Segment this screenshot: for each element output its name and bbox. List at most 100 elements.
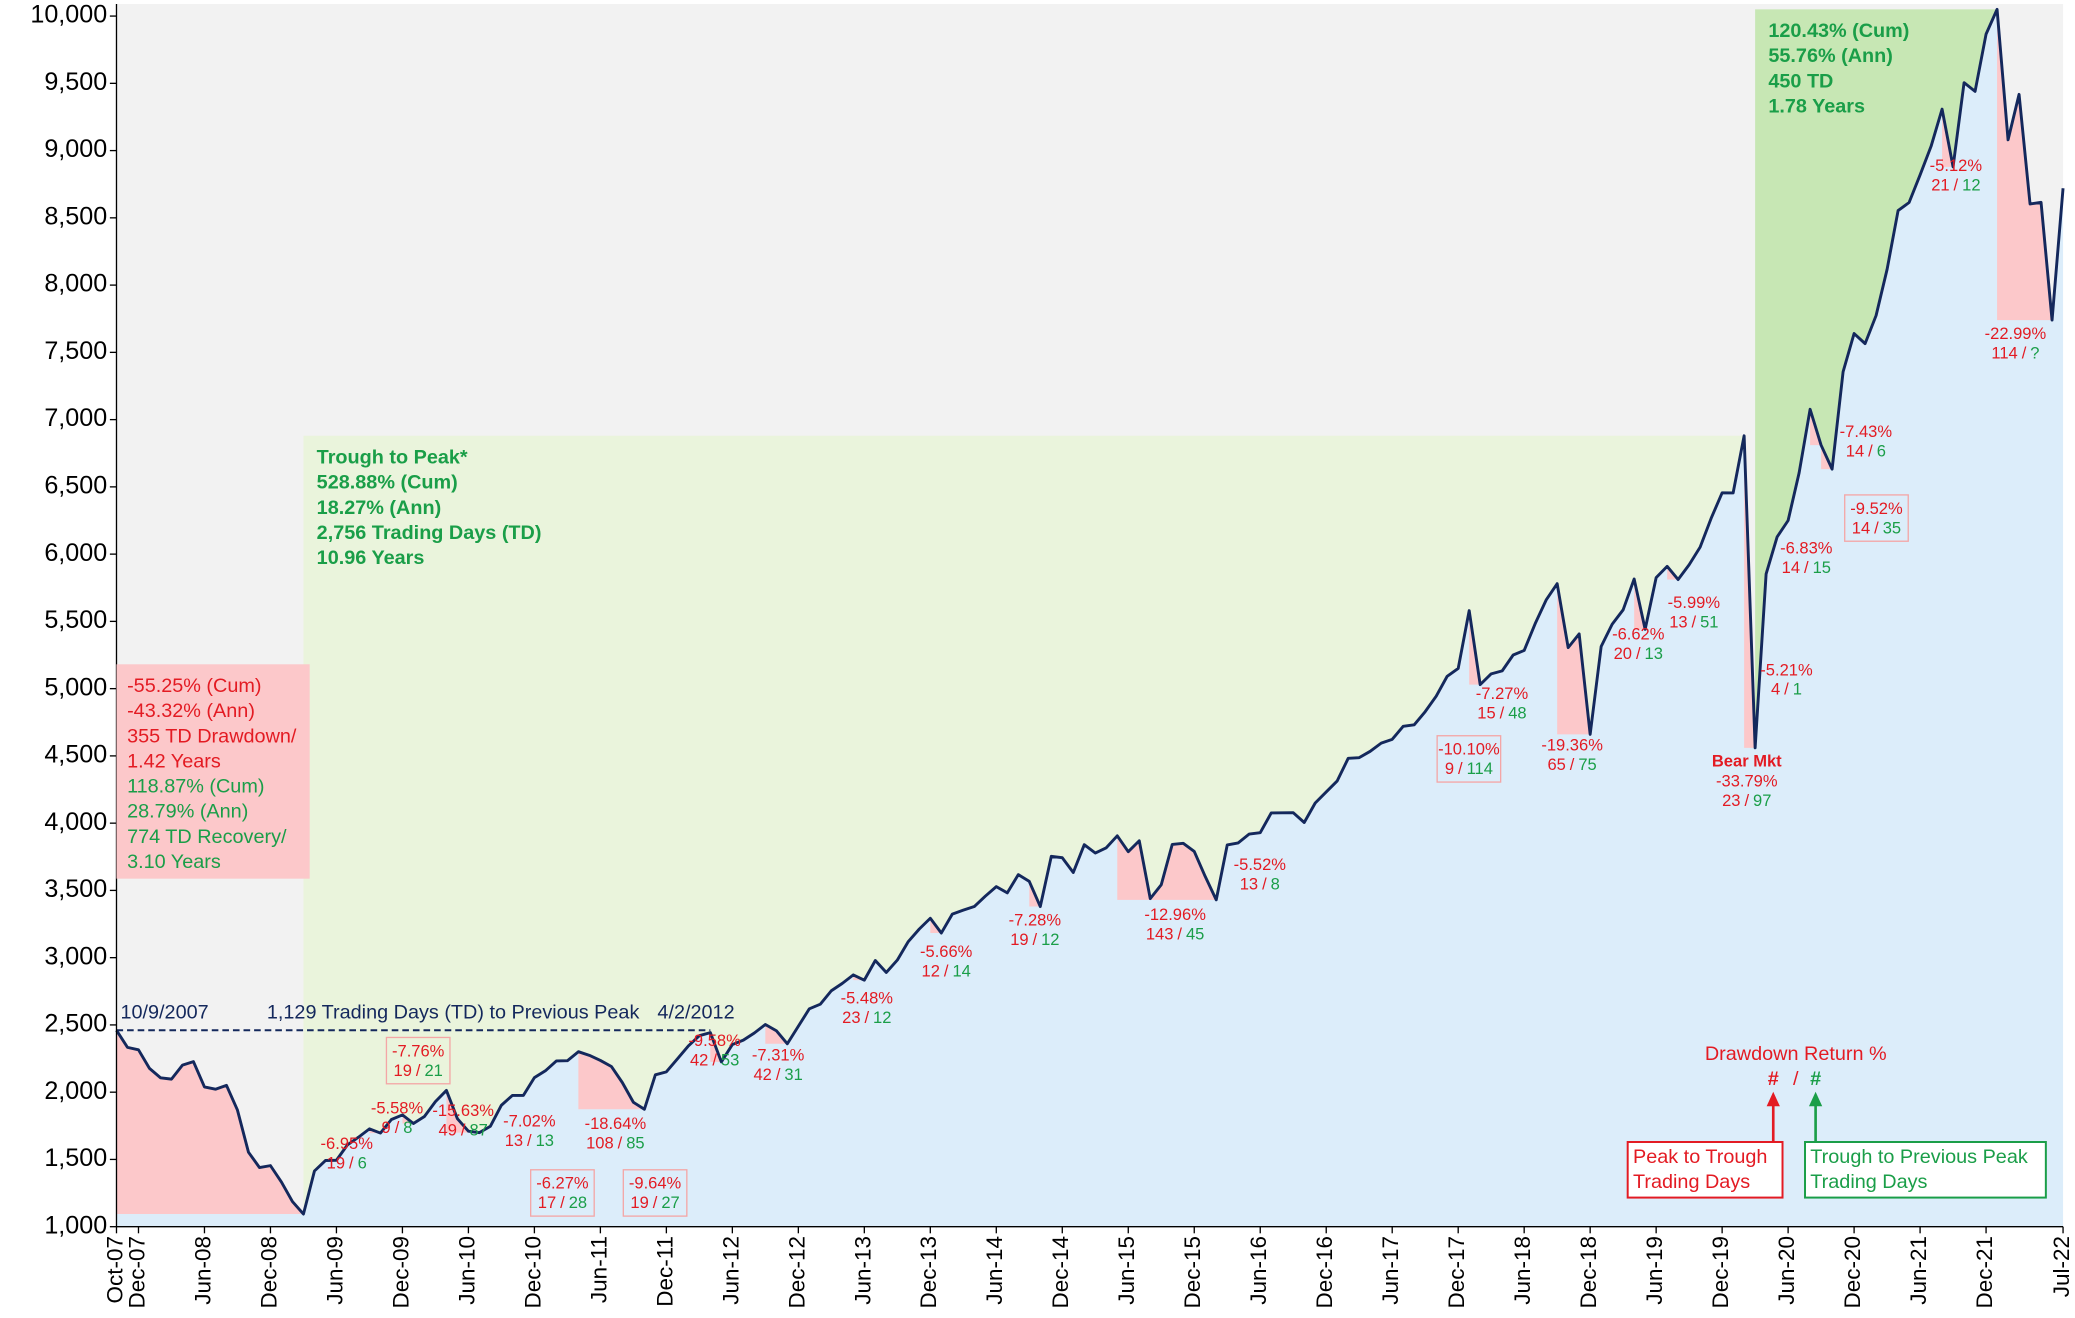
x-tick-label: Dec-17 xyxy=(1444,1236,1469,1308)
y-tick-label: 5,500 xyxy=(44,606,107,634)
days-separator: / xyxy=(349,1154,354,1173)
y-tick-label: 2,500 xyxy=(44,1010,107,1038)
days-separator: / xyxy=(1636,644,1641,663)
trough-to-peak-days: 75 xyxy=(1578,756,1596,775)
peak-to-trough-days: 114 xyxy=(1991,344,2017,363)
drawdown-days: 13/13 xyxy=(505,1131,554,1150)
days-separator: / xyxy=(1500,704,1505,723)
trough-to-peak-days: 12 xyxy=(1962,176,1980,195)
peak-to-trough-days: 19 xyxy=(394,1061,412,1080)
legend-separator: / xyxy=(1793,1068,1799,1090)
drawdown-fill xyxy=(446,1090,480,1133)
peak-to-trough-days: 23 xyxy=(1722,791,1740,810)
drawdown-box xyxy=(385,1036,451,1085)
peak-to-trough-days: 15 xyxy=(1477,704,1495,723)
trough-to-peak-days: 97 xyxy=(1753,791,1771,810)
days-separator: / xyxy=(1744,791,1749,810)
y-tick-label: 2,000 xyxy=(44,1077,107,1105)
drawdown-days: 49/87 xyxy=(439,1121,488,1140)
drawdown-days: 19 /27 xyxy=(630,1194,679,1213)
bull-stat: 120.43% (Cum) xyxy=(1768,20,1909,42)
y-tick-label: 3,500 xyxy=(44,875,107,903)
bull-stat: 18.27% (Ann) xyxy=(317,497,442,519)
legend-box xyxy=(1804,1141,2047,1199)
days-separator: / xyxy=(1804,558,1809,577)
trough-to-peak-days: ? xyxy=(2030,344,2039,363)
peak-to-trough-days: 19 xyxy=(1010,930,1028,949)
y-tick-label: 8,500 xyxy=(44,202,107,230)
x-tick-label: Jul-22 xyxy=(2049,1236,2074,1297)
drawdown-fill xyxy=(1997,9,2053,321)
x-tick-label: Dec-08 xyxy=(256,1236,281,1308)
days-separator: / xyxy=(2022,344,2027,363)
x-tick-label: Jun-11 xyxy=(586,1236,611,1303)
x-tick-label: Jun-15 xyxy=(1114,1236,1139,1305)
x-tick-label: Oct-07 xyxy=(102,1236,127,1303)
drawdown-return: -5.12% xyxy=(1930,156,1983,175)
drawdown-days: 13 /51 xyxy=(1669,613,1718,632)
drawdown-return: -9.58% xyxy=(688,1031,741,1050)
area xyxy=(116,9,2064,1227)
legend-text: Trading Days xyxy=(1810,1171,1927,1193)
peak-to-trough-days: 19 xyxy=(327,1154,345,1173)
drawdown-days: 9/114 xyxy=(1445,760,1493,779)
drawdown-days: 65 /75 xyxy=(1547,756,1596,775)
y-tick-label: 5,000 xyxy=(44,673,107,701)
peak-to-trough-days: 13 xyxy=(1669,613,1687,632)
x-tick-label: Jun-21 xyxy=(1906,1236,1931,1305)
trough-to-peak-days: 15 xyxy=(1813,558,1831,577)
y-tick-label: 7,000 xyxy=(44,404,107,432)
days-separator: / xyxy=(560,1194,565,1213)
drawdown-days: 23/12 xyxy=(842,1008,891,1027)
drawdown-return: -7.76% xyxy=(392,1041,445,1060)
x-tick-label: Jun-09 xyxy=(322,1236,347,1305)
y-tick-label: 4,500 xyxy=(44,741,107,769)
y-tick-label: 1,500 xyxy=(44,1144,107,1172)
days-separator: / xyxy=(1692,613,1697,632)
days-separator: / xyxy=(618,1134,623,1153)
trough-to-peak-days: 1 xyxy=(1793,680,1802,699)
drawdown-return: -10.10% xyxy=(1438,740,1500,759)
drawdown-days: 143/45 xyxy=(1146,925,1205,944)
days-separator: / xyxy=(1954,176,1959,195)
days-separator: / xyxy=(776,1065,781,1084)
box-stat: 118.87% (Cum) xyxy=(127,776,264,798)
box-stat: -55.25% (Cum) xyxy=(127,675,261,697)
bull-stat: 528.88% (Cum) xyxy=(317,472,458,494)
legend-marker: # xyxy=(1768,1068,1779,1090)
drawdown-return: -9.52% xyxy=(1850,499,1903,518)
box-stat: 3.10 Years xyxy=(127,851,221,873)
line-layer xyxy=(115,7,2065,1216)
drawdown-return: -7.02% xyxy=(503,1112,556,1131)
peak-to-trough-days: 42 xyxy=(690,1051,708,1070)
peak-to-trough-days: 9 xyxy=(1445,760,1454,779)
x-tick-label: Jun-19 xyxy=(1642,1236,1667,1305)
peak-to-trough-days: 9 xyxy=(382,1118,391,1137)
bull-stat: 10.96 Years xyxy=(317,547,425,569)
span-label: 1,129 Trading Days (TD) to Previous Peak xyxy=(267,1001,640,1023)
legend: Drawdown Return % # / # Peak to Trough T… xyxy=(1626,1043,2047,1199)
y-tick-label: 7,500 xyxy=(44,337,107,365)
drawdown-return: -6.83% xyxy=(1780,539,1833,558)
trough-to-peak-days: 12 xyxy=(873,1008,891,1027)
drawdown-days: 17/28 xyxy=(538,1194,587,1213)
trough-to-peak-days: 27 xyxy=(661,1194,679,1213)
y-tick-label: 6,000 xyxy=(44,539,107,567)
x-tick-label: Dec-12 xyxy=(784,1236,809,1308)
bull-stat: 1.78 Years xyxy=(1768,96,1865,118)
x-tick-label: Dec-18 xyxy=(1576,1236,1601,1308)
days-separator: / xyxy=(944,962,949,981)
drawdown-fill xyxy=(1557,583,1591,735)
trough-to-peak-days: 28 xyxy=(569,1194,587,1213)
drawdown-days: 4/1 xyxy=(1771,680,1802,699)
days-separator: / xyxy=(1570,756,1575,775)
span-label: 4/2/2012 xyxy=(657,1001,734,1023)
peak-to-trough-days: 143 xyxy=(1146,925,1174,944)
days-separator: / xyxy=(1458,760,1463,779)
x-tick-label: Dec-13 xyxy=(916,1236,941,1308)
x-tick-label: Jun-18 xyxy=(1510,1236,1535,1305)
drawdown-days: 14/35 xyxy=(1852,519,1901,538)
peak-to-trough-days: 13 xyxy=(505,1131,523,1150)
drawdown-days: 9/8 xyxy=(382,1118,413,1137)
drawdown-box xyxy=(1436,735,1502,783)
